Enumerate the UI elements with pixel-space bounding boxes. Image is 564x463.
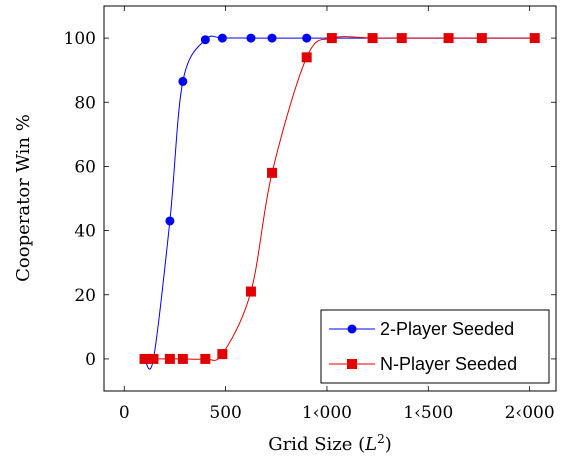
data-point <box>245 286 256 297</box>
data-point <box>217 349 228 360</box>
y-tick-label: 60 <box>74 157 96 177</box>
y-axis-label: Cooperator Win % <box>13 114 34 282</box>
data-point <box>148 353 159 364</box>
x-tick-label: 500 <box>209 403 241 423</box>
axes: 0 500 1‹000 1‹500 2‹000 0 20 40 60 80 100 <box>64 5 557 423</box>
data-point <box>443 33 454 44</box>
x-tick-label: 1‹000 <box>302 403 352 423</box>
x-axis-label: Grid Size (L2) <box>268 432 392 455</box>
data-point <box>396 33 407 44</box>
data-point <box>200 35 210 45</box>
plot-frame <box>103 5 557 392</box>
data-point <box>267 167 278 178</box>
data-point <box>476 33 487 44</box>
legend-label: 2-Player Seeded <box>380 319 514 339</box>
data-point <box>164 353 175 364</box>
data-point <box>178 76 188 86</box>
data-point <box>217 33 227 43</box>
y-tick-label: 40 <box>74 222 96 242</box>
data-point <box>326 33 337 44</box>
data-point <box>367 33 378 44</box>
data-point <box>246 33 256 43</box>
x-axis-label-close: ) <box>385 434 392 455</box>
data-point <box>200 353 211 364</box>
data-point <box>165 216 175 226</box>
data-point <box>177 353 188 364</box>
y-tick-label: 100 <box>64 29 96 49</box>
x-tick-label: 0 <box>119 403 130 423</box>
series-2 <box>139 33 540 364</box>
legend-box <box>320 309 550 384</box>
x-tick-label: 1‹500 <box>403 403 453 423</box>
legend-marker <box>347 324 357 334</box>
data-point <box>301 52 312 63</box>
x-tick-label: 2‹000 <box>505 403 555 423</box>
x-axis-label-var: L <box>364 434 377 455</box>
legend-entry: 2-Player Seeded <box>329 319 514 339</box>
y-tick-label: 20 <box>74 286 96 306</box>
legend-label: N-Player Seeded <box>380 354 517 374</box>
x-axis-label-exp: 2 <box>377 432 385 446</box>
data-point <box>302 33 312 43</box>
y-tick-label: 0 <box>85 350 96 370</box>
data-point <box>139 353 150 364</box>
x-axis-label-base: Grid Size ( <box>268 434 365 455</box>
legend-marker <box>347 359 357 369</box>
legend: 2-Player Seeded N-Player Seeded <box>320 309 550 384</box>
data-point <box>529 33 540 44</box>
data-point <box>267 33 277 43</box>
legend-entry: N-Player Seeded <box>329 354 517 374</box>
series-layer <box>139 33 540 370</box>
y-tick-label: 80 <box>74 93 96 113</box>
